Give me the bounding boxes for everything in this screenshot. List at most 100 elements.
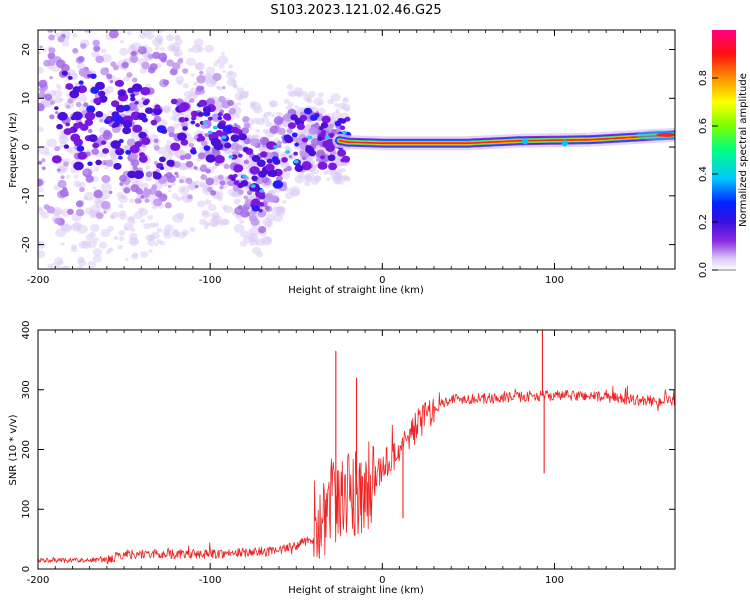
spectrogram-faint-blob xyxy=(204,199,212,206)
spectrogram-core-blob xyxy=(320,130,327,135)
spectrogram-faint-blob xyxy=(193,81,199,86)
spectrogram-mid-blob xyxy=(308,126,318,136)
spectrogram-core-blob xyxy=(78,80,84,85)
spectrogram-frame xyxy=(37,29,676,270)
spectrogram-faint-blob xyxy=(197,46,205,53)
spectrogram-mid-blob xyxy=(38,178,44,187)
spectrogram-faint-blob xyxy=(238,219,245,224)
spectrogram-mid-blob xyxy=(188,142,195,148)
snr-ytick-label: 0 xyxy=(21,566,32,572)
colorbar-label: Normalized spectral amplitude xyxy=(738,73,749,227)
spectrogram-faint-blob xyxy=(182,83,190,89)
spectrogram-core-blob xyxy=(290,114,298,121)
spectrogram-core-blob xyxy=(191,115,197,121)
spectrogram-faint-blob xyxy=(244,91,250,95)
spectrogram-core-blob xyxy=(327,154,336,162)
spectrogram-mid-blob xyxy=(83,169,89,175)
spectrogram-core-blob xyxy=(238,153,243,158)
spectrogram-core-blob xyxy=(339,125,346,131)
spectrogram-faint-blob xyxy=(73,73,78,77)
spectrogram-faint-blob xyxy=(47,65,53,70)
spectrogram-faint-blob xyxy=(98,241,108,249)
spectrogram-faint-blob xyxy=(193,38,204,47)
spectrogram-core-blob xyxy=(293,151,299,156)
spectrogram-faint-blob xyxy=(177,231,186,239)
spectrogram-core-blob xyxy=(190,149,197,155)
spectrogram-core-blob xyxy=(197,111,204,117)
spectrogram-core-blob xyxy=(224,142,232,149)
spectrogram-faint-blob xyxy=(130,14,137,20)
spectrogram-faint-blob xyxy=(145,4,156,13)
spectrogram-faint-blob xyxy=(303,94,312,102)
spectrogram-mid-blob xyxy=(83,102,89,108)
spectrogram-faint-blob xyxy=(290,188,301,197)
spectrogram-faint-blob xyxy=(123,145,129,149)
spectrogram-core-blob xyxy=(65,83,74,90)
snr-line xyxy=(38,330,675,564)
spectrogram-mid-blob xyxy=(179,178,184,184)
spectrogram-core-blob xyxy=(266,158,273,164)
spectrogram-faint-blob xyxy=(145,17,152,22)
spectrogram-faint-blob xyxy=(77,259,87,267)
spectrogram-mid-blob xyxy=(119,182,124,186)
spectrogram-faint-blob xyxy=(118,230,126,236)
spectrogram-mid-blob xyxy=(130,159,140,167)
spectrogram-faint-blob xyxy=(39,21,49,30)
spectrogram-faint-blob xyxy=(108,110,113,115)
spectrogram-faint-blob xyxy=(165,34,175,42)
spectrogram-faint-blob xyxy=(92,248,103,257)
spectrogram-mid-blob xyxy=(129,55,139,64)
spectrogram-mid-blob xyxy=(162,79,170,86)
spectrogram-faint-blob xyxy=(126,30,132,35)
spectrogram-core-blob xyxy=(222,125,234,134)
spectrogram-core-blob xyxy=(321,115,331,124)
spectrogram-core-blob xyxy=(130,93,136,98)
spectrogram-faint-blob xyxy=(149,222,156,228)
spectrogram-core-blob xyxy=(115,79,125,87)
spectrogram-faint-blob xyxy=(45,0,53,7)
spectrogram-cyan-spot xyxy=(293,159,299,164)
spectrogram-faint-blob xyxy=(314,175,322,181)
spectrogram-core-blob xyxy=(232,173,238,178)
spectrogram-core-blob xyxy=(198,99,208,107)
spectrogram-core-blob xyxy=(240,180,249,187)
spectrogram-mid-blob xyxy=(129,152,139,160)
spectrogram-core-blob xyxy=(170,98,178,105)
spectrogram-faint-blob xyxy=(294,105,299,109)
spectrogram-mid-blob xyxy=(228,107,237,115)
spectrogram-core-blob xyxy=(95,110,104,118)
spectrogram-faint-blob xyxy=(169,42,181,52)
spectrogram-core-blob xyxy=(73,122,81,129)
spectrogram-faint-blob xyxy=(102,5,112,14)
spectrogram-faint-blob xyxy=(269,100,278,108)
spectrogram-faint-blob xyxy=(73,174,79,179)
spectrogram-mid-blob xyxy=(39,86,46,93)
spectrogram-faint-blob xyxy=(110,214,116,220)
spectrogram-faint-blob xyxy=(60,242,65,246)
colorbar-tick-label: 0.0 xyxy=(698,262,709,278)
spectrogram-mid-blob xyxy=(103,210,107,214)
spectrogram-mid-blob xyxy=(48,34,56,41)
spectrogram-faint-blob xyxy=(261,116,270,123)
spectrogram-faint-blob xyxy=(128,215,136,222)
spectrogram-core-blob xyxy=(92,142,100,149)
spectrogram-cyan-spot xyxy=(250,184,256,188)
spectrogram-faint-blob xyxy=(158,37,164,42)
spectrogram-mid-blob xyxy=(134,197,142,204)
spectrogram-faint-blob xyxy=(128,237,140,246)
spectrogram-faint-blob xyxy=(100,182,112,192)
spectrogram-mid-blob xyxy=(166,59,175,67)
spectrogram-xtick-label: 0 xyxy=(379,275,385,286)
spectrogram-mid-blob xyxy=(175,174,180,178)
spectrogram-mid-blob xyxy=(47,30,54,33)
spectrogram-mid-blob xyxy=(153,138,159,143)
spectrogram-mid-blob xyxy=(95,212,104,220)
spectrogram-faint-blob xyxy=(303,174,313,182)
spectrogram-mid-blob xyxy=(243,195,249,200)
spectrogram-cyan-spot xyxy=(259,189,265,193)
spectrogram-mid-blob xyxy=(57,35,65,43)
spectrogram-mid-blob xyxy=(59,189,69,198)
spectrogram-faint-blob xyxy=(280,161,289,169)
spectrogram-mid-blob xyxy=(195,85,203,92)
